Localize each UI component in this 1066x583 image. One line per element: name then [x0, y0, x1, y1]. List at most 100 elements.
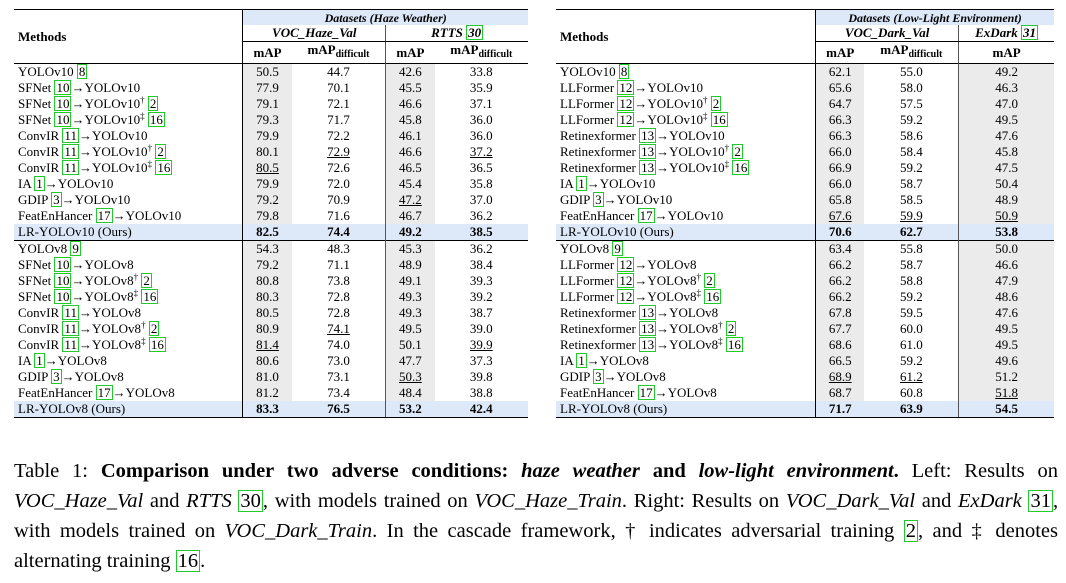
method-name: LLFormer [560, 80, 615, 95]
citation[interactable]: 9 [70, 241, 81, 256]
target-detector: YOLOv8 [74, 369, 124, 384]
value-cell: 42.4 [434, 401, 528, 418]
arrow-icon: → [634, 257, 648, 272]
citation[interactable]: 11 [62, 305, 79, 320]
value-cell: 61.0 [899, 337, 923, 352]
value-cell: 71.7 [815, 401, 865, 418]
citation[interactable]: 10 [54, 289, 72, 304]
citation[interactable]: 10 [54, 96, 72, 111]
citation[interactable]: 17 [95, 208, 113, 223]
citation[interactable]: 11 [62, 144, 79, 159]
citation[interactable]: 30 [466, 25, 484, 40]
value-cell: 53.2 [385, 401, 435, 418]
value-cell: 59.2 [899, 353, 923, 368]
value-cell: 50.5 [242, 63, 292, 80]
citation[interactable]: 2 [704, 273, 715, 288]
datasets-title: Datasets (Low-Light Environment) [815, 9, 1054, 25]
table-row: ConvIR 11 →YOLOv8‡ 16 81.4 74.0 50.1 39.9 [14, 337, 528, 353]
citation[interactable]: 3 [51, 369, 62, 384]
value-cell: 80.9 [242, 321, 292, 337]
citation[interactable]: 9 [612, 241, 623, 256]
target-detector: YOLOv8 [669, 321, 719, 336]
citation[interactable]: 2 [148, 321, 160, 336]
citation[interactable]: 31 [1028, 490, 1053, 512]
citation[interactable]: 17 [637, 385, 655, 400]
metric-map: mAP [242, 41, 292, 64]
citation[interactable]: 31 [1021, 25, 1039, 40]
citation[interactable]: 1 [34, 353, 45, 368]
citation[interactable]: 3 [51, 192, 62, 207]
method-cell: YOLOv8 9 [556, 240, 816, 257]
method-name: YOLOv10 [560, 64, 616, 79]
table-row: YOLOv8 9 63.4 55.8 50.0 [556, 240, 1054, 257]
citation[interactable]: 2 [147, 96, 159, 111]
citation[interactable]: 11 [62, 160, 79, 175]
citation[interactable]: 10 [54, 257, 72, 272]
citation[interactable]: 2 [710, 96, 722, 111]
value-cell: 46.6 [385, 144, 435, 160]
value-cell: 59.2 [899, 289, 923, 304]
citation[interactable]: 16 [147, 112, 165, 127]
citation[interactable]: 13 [639, 337, 657, 352]
citation[interactable]: 16 [141, 289, 159, 304]
citation[interactable]: 16 [155, 160, 173, 175]
citation[interactable]: 10 [54, 112, 72, 127]
value-cell: 67.6 [815, 208, 865, 224]
value-cell: 47.0 [958, 96, 1054, 112]
citation[interactable]: 16 [148, 337, 166, 352]
citation[interactable]: 12 [617, 112, 635, 127]
citation[interactable]: 2 [903, 520, 918, 542]
citation[interactable]: 1 [576, 176, 587, 191]
citation[interactable]: 11 [62, 128, 79, 143]
citation[interactable]: 13 [639, 160, 657, 175]
citation[interactable]: 16 [704, 289, 722, 304]
value-cell: 58.6 [899, 128, 923, 143]
value-cell: 47.7 [385, 353, 435, 369]
citation[interactable]: 2 [141, 273, 152, 288]
target-detector: YOLOv8 [647, 257, 697, 272]
citation[interactable]: 3 [593, 369, 604, 384]
citation[interactable]: 13 [639, 321, 657, 336]
arrow-icon: → [112, 385, 126, 400]
citation[interactable]: 12 [617, 80, 635, 95]
citation[interactable]: 16 [710, 112, 728, 127]
citation[interactable]: 17 [95, 385, 113, 400]
caption-text: . In the cascade framework, † indicates … [372, 520, 895, 542]
value-cell: 72.0 [327, 176, 350, 191]
value-cell: 67.8 [815, 305, 865, 321]
citation[interactable]: 11 [62, 337, 79, 352]
citation[interactable]: 8 [76, 64, 88, 79]
citation[interactable]: 10 [54, 80, 72, 95]
citation[interactable]: 17 [637, 208, 655, 223]
value-cell: 72.6 [327, 160, 350, 175]
citation[interactable]: 11 [62, 321, 79, 336]
citation[interactable]: 13 [639, 144, 657, 159]
citation[interactable]: 12 [617, 273, 635, 288]
citation[interactable]: 12 [617, 257, 635, 272]
table-row: FeatEnHancer 17 →YOLOv10 79.8 71.6 46.7 36.2 [14, 208, 528, 224]
method-name: ConvIR [18, 305, 60, 320]
citation[interactable]: 12 [617, 96, 635, 111]
citation[interactable]: 16 [175, 550, 201, 572]
arrow-icon: → [78, 144, 92, 159]
citation[interactable]: 12 [617, 289, 635, 304]
citation[interactable]: 2 [732, 144, 743, 159]
citation[interactable]: 8 [618, 64, 630, 79]
citation[interactable]: 2 [725, 321, 737, 336]
citation[interactable]: 2 [155, 144, 166, 159]
value-cell: 79.8 [242, 208, 292, 224]
citation[interactable]: 1 [576, 353, 587, 368]
table-row: ConvIR 11 →YOLOv10† 2 80.1 72.9 46.6 37.2 [14, 144, 528, 160]
arrow-icon: → [71, 112, 85, 127]
method-cell: YOLOv8 9 [14, 240, 243, 257]
citation[interactable]: 30 [238, 490, 263, 512]
citation[interactable]: 13 [639, 305, 657, 320]
citation[interactable]: 3 [593, 192, 604, 207]
citation[interactable]: 16 [725, 337, 743, 352]
citation[interactable]: 16 [732, 160, 750, 175]
citation[interactable]: 10 [54, 273, 72, 288]
value-cell: 49.2 [385, 224, 435, 241]
citation[interactable]: 1 [34, 176, 45, 191]
table-row: SFNet 10 →YOLOv8 79.2 71.1 48.9 38.4 [14, 257, 528, 273]
citation[interactable]: 13 [639, 128, 657, 143]
